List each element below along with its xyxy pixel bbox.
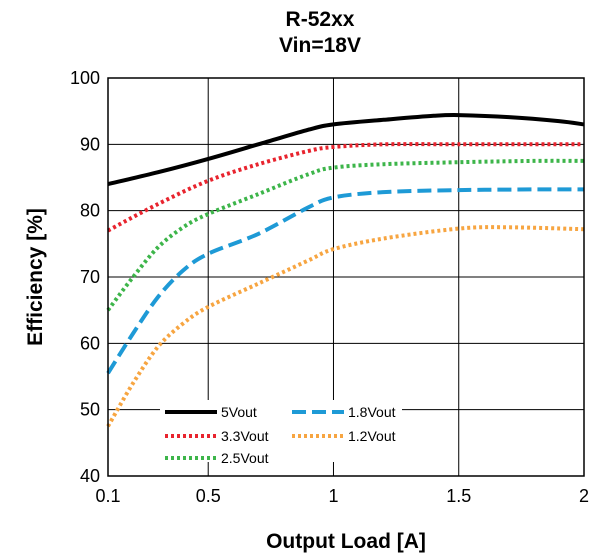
legend: 5Vout 1.8Vout 3.3Vout 1.2Vout 2.5Vout [160,400,402,466]
y-tick-label: 50 [80,400,100,420]
x-tick-label: 0.1 [95,486,120,506]
legend-label: 1.8Vout [348,404,396,420]
y-tick-label: 100 [70,68,100,88]
y-tick-label: 40 [80,466,100,486]
x-tick-label: 1.5 [446,486,471,506]
chart-subtitle: Vin=18V [279,34,361,57]
legend-label: 5Vout [221,404,257,420]
y-axis-label: Efficiency [%] [24,208,47,346]
legend-label: 3.3Vout [221,428,269,444]
plot-frame [107,77,585,477]
y-tick-label: 60 [80,333,100,353]
series-layer [106,113,585,428]
legend-label: 2.5Vout [221,450,269,466]
x-axis-ticks: 0.1 0.5 1 1.5 2 [95,486,589,506]
series-line-2-5vout [106,158,585,312]
series-line-5vout [107,113,585,187]
x-axis-label: Output Load [A] [266,530,426,553]
chart-title: R-52xx [286,8,355,31]
y-tick-label: 70 [80,267,100,287]
x-tick-label: 0.5 [196,486,221,506]
legend-label: 1.2Vout [348,428,396,444]
y-axis-ticks: 40 50 60 70 80 90 100 [70,68,100,486]
series-line-1-2vout [106,225,585,428]
x-tick-label: 1 [328,486,338,506]
y-tick-label: 90 [80,134,100,154]
series-line-3-3vout [107,142,584,233]
y-tick-label: 80 [80,201,100,221]
series-line-1-8vout [106,187,585,375]
x-tick-label: 2 [579,486,589,506]
